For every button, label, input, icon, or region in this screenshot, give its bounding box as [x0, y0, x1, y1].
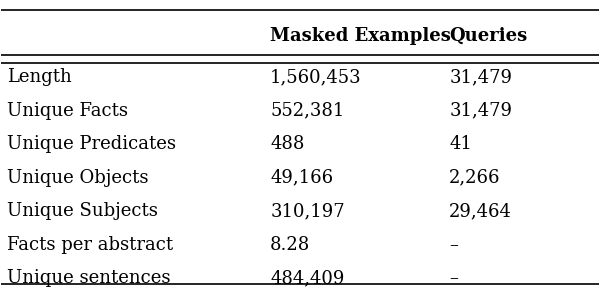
Text: Unique sentences: Unique sentences [7, 269, 171, 287]
Text: Masked Examples: Masked Examples [270, 27, 451, 45]
Text: 8.28: 8.28 [270, 235, 310, 253]
Text: Facts per abstract: Facts per abstract [7, 235, 173, 253]
Text: 31,479: 31,479 [449, 68, 512, 86]
Text: Unique Objects: Unique Objects [7, 168, 149, 187]
Text: 488: 488 [270, 135, 305, 153]
Text: 1,560,453: 1,560,453 [270, 68, 362, 86]
Text: 29,464: 29,464 [449, 202, 512, 220]
Text: 41: 41 [449, 135, 472, 153]
Text: 31,479: 31,479 [449, 102, 512, 120]
Text: 552,381: 552,381 [270, 102, 344, 120]
Text: 2,266: 2,266 [449, 168, 501, 187]
Text: 310,197: 310,197 [270, 202, 345, 220]
Text: 484,409: 484,409 [270, 269, 344, 287]
Text: Unique Facts: Unique Facts [7, 102, 128, 120]
Text: Length: Length [7, 68, 72, 86]
Text: Unique Predicates: Unique Predicates [7, 135, 176, 153]
Text: Unique Subjects: Unique Subjects [7, 202, 158, 220]
Text: Queries: Queries [449, 27, 527, 45]
Text: –: – [449, 269, 458, 287]
Text: 49,166: 49,166 [270, 168, 333, 187]
Text: –: – [449, 235, 458, 253]
